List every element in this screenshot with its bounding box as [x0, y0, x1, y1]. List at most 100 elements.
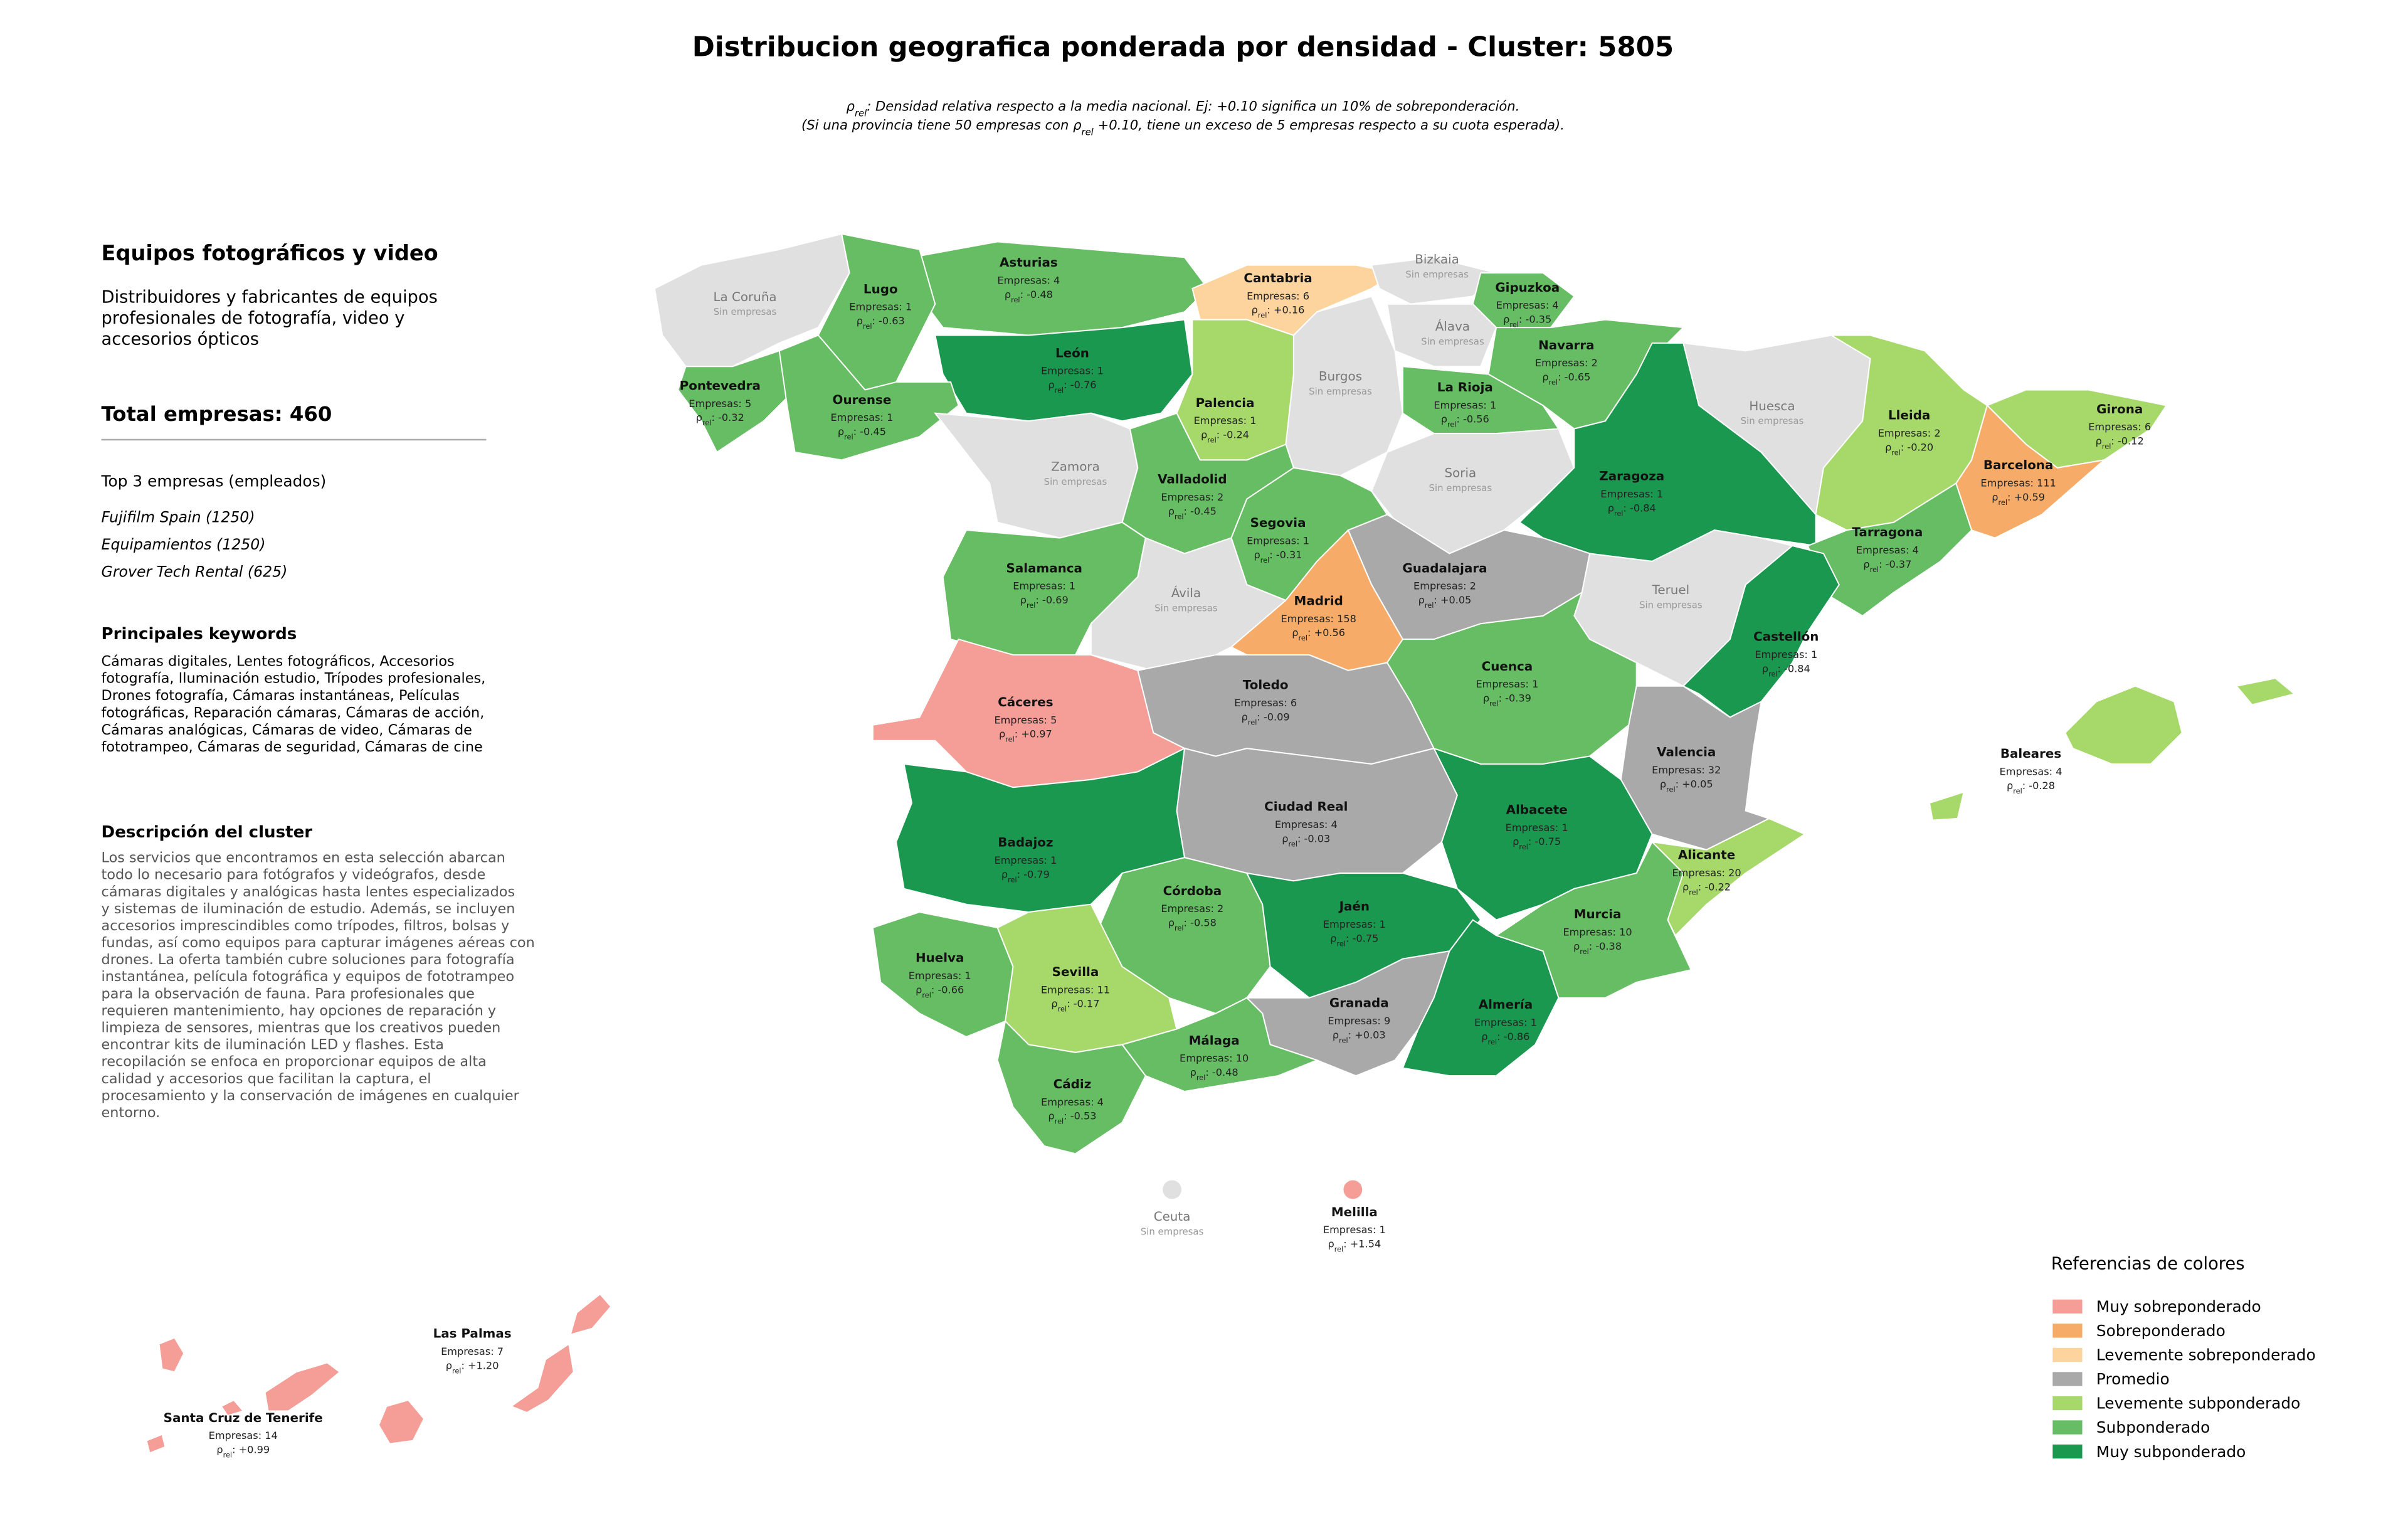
rho-value: : -0.24: [1217, 429, 1249, 441]
rho-symbol: ρ: [1513, 836, 1519, 847]
text-part: +0.10, tiene un exceso de 5 empresas res…: [1094, 117, 1565, 132]
rho-subscript: rel: [1260, 556, 1270, 564]
province-name: Lleida: [1888, 408, 1930, 423]
rho-subscript: rel: [1005, 735, 1015, 743]
sidebar: Equipos fotográficos y video Distribuidor…: [101, 241, 535, 1121]
cluster-line: para la observación de fauna. Para profe…: [102, 985, 475, 1002]
description-line: accesorios ópticos: [102, 329, 259, 349]
province-status: Sin empresas: [1639, 599, 1703, 610]
province-rho: ρrel: -0.75: [1330, 932, 1378, 948]
rho-symbol: ρ: [1292, 627, 1298, 639]
province-rho: ρrel: -0.79: [1001, 868, 1050, 884]
province-name: Guadalajara: [1402, 561, 1487, 575]
province-name: Cáceres: [998, 695, 1053, 709]
description-line: profesionales de fotografía, video y: [102, 309, 405, 328]
province-shape: [996, 1020, 1146, 1155]
rho-symbol: ρ: [1051, 998, 1057, 1010]
province-shape: [1163, 1180, 1181, 1199]
rho-value: : -0.63: [872, 315, 904, 327]
rho-symbol: ρ: [1020, 594, 1027, 606]
province-shape: [1121, 997, 1319, 1092]
province-status: Sin empresas: [1405, 269, 1469, 280]
province-shape: [264, 1362, 341, 1412]
rho-value: : -0.58: [1184, 916, 1217, 928]
province-rho: ρrel: -0.48: [1190, 1066, 1238, 1082]
province-count: Empresas: 9: [1328, 1015, 1390, 1027]
text-part: : Densidad relativa respecto a la media …: [867, 98, 1519, 114]
province-count: Empresas: 2: [1535, 357, 1598, 369]
province-shape: [934, 319, 1193, 422]
province-count: Empresas: 2: [1413, 580, 1476, 592]
rho-subscript: rel: [1337, 940, 1346, 948]
province-name: Ávila: [1171, 586, 1201, 600]
province-rho: ρrel: +0.05: [1418, 594, 1472, 610]
province-name: Navarra: [1538, 338, 1594, 353]
province-count: Empresas: 1: [1755, 649, 1817, 661]
province-count: Empresas: 6: [1234, 697, 1297, 709]
rho-value: : +1.20: [461, 1359, 499, 1371]
top-company: Fujifilm Spain (1250): [102, 509, 255, 526]
rho-value: : -0.39: [1499, 692, 1531, 704]
rho-subscript: rel: [1334, 1245, 1344, 1253]
province-name: La Coruña: [713, 290, 776, 304]
province-rho: ρrel: +1.54: [1328, 1238, 1381, 1253]
rho-subscript: rel: [702, 419, 712, 427]
province-shape: [220, 1399, 245, 1417]
rho-value: : -0.09: [1257, 711, 1289, 723]
rho-value: : -0.66: [931, 984, 964, 995]
rho-value: : -0.22: [1698, 881, 1731, 893]
province-name: Asturias: [1000, 255, 1058, 270]
rho-symbol: ρ: [1190, 1066, 1196, 1078]
province-count: Empresas: 1: [1323, 1224, 1386, 1236]
province-rho: ρrel: +0.05: [1660, 778, 1713, 793]
province-status: Sin empresas: [1309, 386, 1372, 397]
legend-swatch: [2052, 1444, 2083, 1459]
province-rho: ρrel: -0.38: [1573, 940, 1622, 956]
province-rho: ρrel: -0.84: [1608, 502, 1656, 517]
province-rho: ρrel: -0.75: [1513, 836, 1561, 851]
province-name: Palencia: [1196, 396, 1255, 410]
rho-subscript: rel: [1999, 498, 2008, 506]
rho-symbol: ρ: [696, 411, 702, 423]
province-name: Sevilla: [1052, 965, 1099, 979]
legend-swatch: [2052, 1372, 2083, 1386]
rho-subscript: rel: [922, 991, 931, 999]
province-shape: [778, 334, 959, 461]
province-name: Ourense: [833, 393, 892, 407]
province-count: Empresas: 32: [1652, 764, 1721, 776]
rho-symbol: ρ: [1168, 916, 1175, 928]
province-name: Segovia: [1250, 516, 1306, 530]
province-name: Lugo: [863, 282, 898, 296]
province-name: Huelva: [916, 951, 964, 965]
rho-subscript: rel: [1425, 602, 1434, 610]
province-rho: ρrel: -0.84: [1762, 662, 1810, 678]
province-name: Pontevedra: [680, 378, 761, 393]
rho-value: : -0.84: [1778, 662, 1810, 674]
rho-value: : -0.28: [2022, 780, 2055, 792]
province-name: Salamanca: [1006, 561, 1082, 575]
rho-value: : -0.75: [1346, 932, 1378, 944]
cluster-line: calidad y accesorios que facilitan la ca…: [102, 1071, 431, 1087]
province-count: Empresas: 20: [1672, 867, 1741, 879]
province-name: Teruel: [1652, 583, 1690, 597]
cluster-line: encontrar kits de iluminación LED y flas…: [102, 1037, 444, 1053]
cluster-line: drones. La oferta también cubre solucion…: [102, 952, 515, 968]
rho-subscript: rel: [1258, 311, 1267, 319]
rho-symbol: ρ: [1242, 711, 1248, 723]
province-name: Burgos: [1319, 369, 1362, 384]
province-count: Empresas: 1: [994, 854, 1057, 866]
province-shape: [378, 1399, 425, 1445]
province-count: Empresas: 1: [1600, 488, 1663, 500]
rho-subscript: rel: [1489, 699, 1499, 708]
province-rho: ρrel: -0.09: [1242, 711, 1290, 726]
province-name: Valladolid: [1158, 472, 1227, 487]
top-company: Equipamientos (1250): [102, 536, 266, 553]
subscript: rel: [855, 108, 867, 119]
province-rho: ρrel: -0.20: [1885, 441, 1933, 457]
province-count: Empresas: 1: [1474, 1017, 1537, 1029]
rho-subscript: rel: [1870, 565, 1879, 573]
province-name: Cantabria: [1244, 271, 1312, 285]
rho-symbol: ρ: [916, 984, 922, 995]
province-status: Sin empresas: [1154, 602, 1218, 613]
